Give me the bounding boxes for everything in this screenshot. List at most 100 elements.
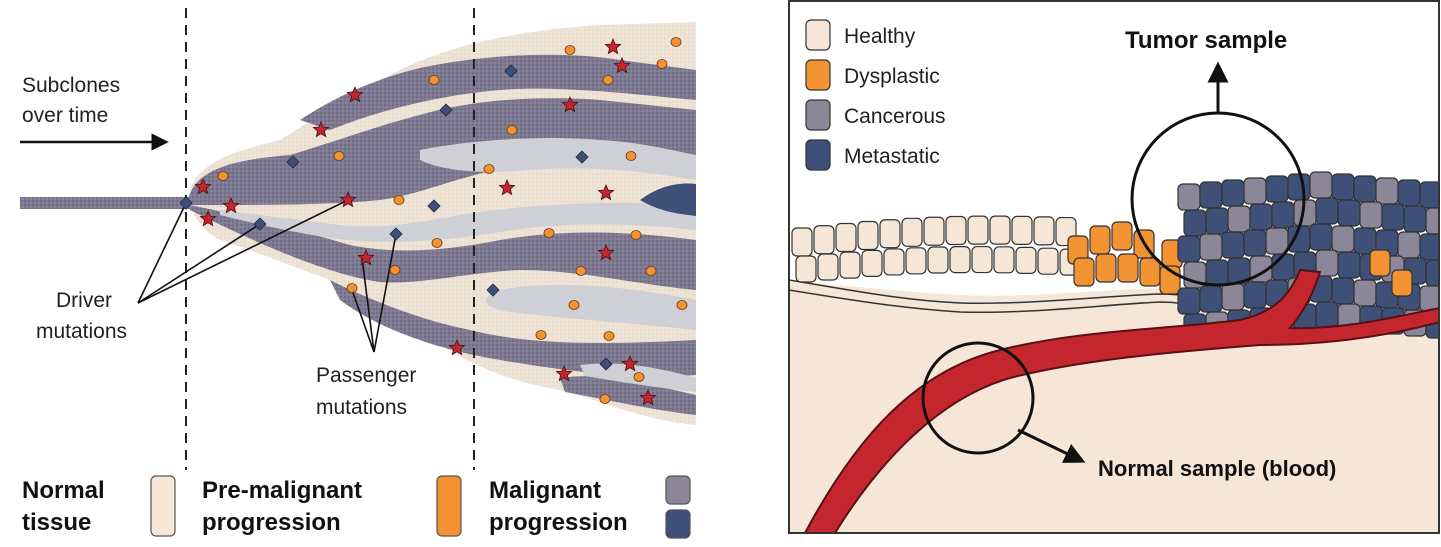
dysplastic-cell: [1095, 253, 1117, 283]
metastatic-cell: [1331, 277, 1355, 305]
metastatic-cell: [1315, 301, 1339, 329]
passenger-mutation-dot: [217, 171, 229, 181]
metastatic-cell: [1309, 223, 1333, 251]
driver-label-line1: Driver: [56, 289, 112, 312]
driver-mutation-star: [639, 388, 657, 406]
metastatic-cell: [1337, 251, 1361, 279]
stage-malignant-swatch-cancerous: [665, 475, 691, 505]
dysplastic-cell: [1073, 257, 1095, 287]
healthy-cell: [949, 245, 971, 274]
passenger-mutation-dot: [676, 300, 688, 310]
passenger-mutation-dot: [483, 164, 495, 174]
metastatic-cell: [1353, 175, 1377, 203]
legend-swatch-cancerous: [805, 99, 831, 131]
normal-sample-circle: [921, 341, 1035, 455]
cancerous-cell: [1221, 283, 1245, 311]
passenger-mutation-dot: [333, 151, 345, 161]
passenger-mutation-diamond: [599, 357, 613, 371]
mutation-markers: [179, 37, 688, 406]
stage-premalignant-line1: Pre-malignant: [202, 477, 362, 504]
metastatic-cell: [1221, 231, 1245, 259]
subclone-light-a: [220, 203, 696, 242]
driver-mutation-star: [604, 37, 622, 55]
subclone-band-low: [330, 280, 696, 377]
passenger-mutation-dot: [630, 230, 642, 240]
metastatic-cell: [1177, 287, 1201, 315]
healthy-cell: [927, 246, 949, 274]
healthy-cell: [835, 222, 857, 253]
stage-normal-swatch: [150, 475, 176, 537]
driver-mutation-star: [498, 178, 516, 196]
driver-mutation-star: [194, 177, 212, 195]
cancerous-cell: [1375, 177, 1399, 205]
cancerous-cell: [1353, 279, 1377, 307]
cancerous-cell: [1243, 177, 1267, 205]
healthy-cell: [861, 249, 883, 278]
driver-pointer-lines: [137, 199, 349, 304]
metastatic-cell: [1403, 205, 1427, 233]
passenger-mutation-dot: [346, 283, 358, 293]
cancerous-cell: [1309, 171, 1333, 199]
passenger-mutation-dot: [625, 151, 637, 161]
metastatic-cell: [1221, 179, 1245, 207]
healthy-cell: [905, 247, 927, 275]
driver-mutation-star: [597, 243, 615, 261]
driver-label-line2: mutations: [36, 320, 127, 343]
cell-legend: Healthy Dysplastic Cancerous Metastatic: [805, 19, 946, 171]
metastatic-cell: [1419, 181, 1439, 209]
healthy-cell: [879, 219, 901, 249]
subclone-light-c: [486, 284, 696, 330]
metastatic-cell: [1249, 203, 1273, 231]
stage-normal-line2: tissue: [22, 509, 91, 536]
passenger-mutation-diamond: [486, 283, 500, 297]
blood-vessel: [803, 268, 1439, 533]
cancerous-cell: [1199, 233, 1223, 261]
stage-malignant-swatch-metastatic: [665, 509, 691, 539]
metastatic-cell: [1331, 173, 1355, 201]
stage-normal-line1: Normal: [22, 477, 105, 504]
passenger-mutation-diamond: [179, 196, 193, 210]
legend-label-healthy: Healthy: [844, 25, 916, 48]
passenger-mutation-diamond: [286, 155, 300, 169]
passenger-mutation-dot: [428, 75, 440, 85]
driver-mutation-star: [613, 56, 631, 74]
driver-mutation-star: [199, 209, 217, 227]
driver-mutation-star: [312, 120, 330, 138]
metastatic-cell: [1419, 233, 1439, 261]
passenger-mutation-dot: [656, 59, 668, 69]
passenger-mutation-dot: [543, 228, 555, 238]
healthy-cell: [791, 227, 813, 257]
metastatic-cell: [1337, 199, 1361, 227]
subclones-label-line1: Subclones: [22, 74, 120, 97]
healthy-cell: [923, 216, 945, 246]
healthy-cell: [817, 253, 839, 281]
driver-mutation-star: [339, 190, 357, 208]
driver-mutation-star: [597, 183, 615, 201]
driver-mutation-star: [561, 95, 579, 113]
passenger-mutation-diamond: [575, 150, 589, 164]
cancerous-cell: [1227, 205, 1251, 233]
healthy-cell: [971, 245, 993, 274]
cancerous-cell: [1397, 231, 1421, 259]
healthy-cell: [1011, 215, 1033, 246]
passenger-mutation-diamond: [389, 227, 403, 241]
healthy-cell: [813, 225, 835, 255]
cancerous-cell: [1177, 183, 1201, 211]
dysplastic-cell: [1369, 249, 1391, 277]
passenger-label-line1: Passenger: [316, 364, 416, 387]
dysplastic-cell: [1089, 225, 1111, 255]
driver-mutation-star: [621, 354, 639, 372]
passenger-mutation-dot: [535, 330, 547, 340]
driver-mutation-star: [346, 85, 364, 103]
metastatic-cell: [1271, 201, 1295, 229]
passenger-mutation-diamond: [439, 103, 453, 117]
legend-label-metastatic: Metastatic: [844, 145, 940, 168]
cancerous-cell: [1331, 225, 1355, 253]
tumor-sample-label: Tumor sample: [1125, 27, 1287, 54]
clonal-evolution-panel: Subclones over time Driver mutations Pas…: [20, 8, 696, 539]
normal-lineage-bar: [20, 197, 190, 209]
passenger-mutation-dot: [506, 125, 518, 135]
passenger-mutation-dot: [568, 300, 580, 310]
passenger-mutation-dot: [599, 394, 611, 404]
epithelial-cells: [791, 171, 1439, 341]
